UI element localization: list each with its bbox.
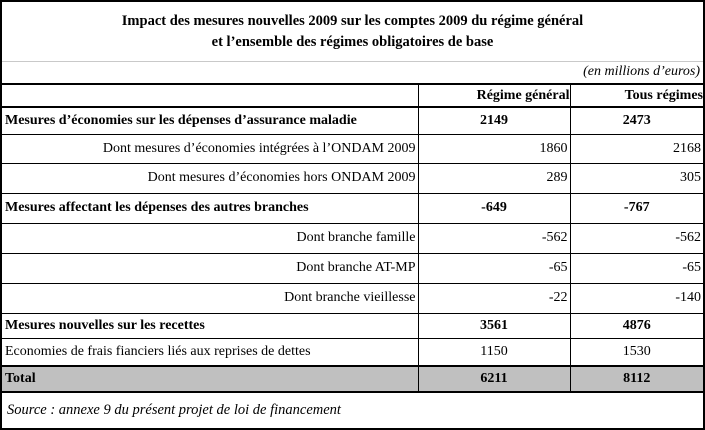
data-table: Régime général Tous régimes Mesures d’éc… bbox=[2, 85, 703, 393]
row-label: Dont branche vieillesse bbox=[2, 283, 418, 314]
value-regime-general: -65 bbox=[417, 253, 570, 284]
value-regime-general: 1150 bbox=[417, 338, 570, 367]
value-tous-regimes: -562 bbox=[569, 223, 703, 254]
row-label: Dont branche famille bbox=[2, 223, 418, 254]
value-regime-general: -649 bbox=[417, 193, 570, 224]
value-tous-regimes: 2473 bbox=[569, 107, 703, 135]
value-tous-regimes: 305 bbox=[569, 163, 703, 194]
row-label: Mesures affectant les dépenses des autre… bbox=[2, 193, 418, 224]
value-regime-general: -22 bbox=[417, 283, 570, 314]
row-label: Economies de frais fianciers liés aux re… bbox=[2, 338, 418, 367]
value-regime-general: 3561 bbox=[417, 313, 570, 339]
value-tous-regimes: -767 bbox=[569, 193, 703, 224]
table-title: Impact des mesures nouvelles 2009 sur le… bbox=[2, 2, 703, 62]
title-line-2: et l’ensemble des régimes obligatoires d… bbox=[211, 34, 494, 50]
table-row: Mesures affectant les dépenses des autre… bbox=[2, 193, 703, 224]
row-label: Mesures nouvelles sur les recettes bbox=[2, 313, 418, 339]
table-row: Dont mesures d’économies hors ONDAM 2009… bbox=[2, 163, 703, 194]
row-label: Dont mesures d’économies hors ONDAM 2009 bbox=[2, 163, 418, 194]
value-tous-regimes: -140 bbox=[569, 283, 703, 314]
table-row: Mesures d’économies sur les dépenses d’a… bbox=[2, 107, 703, 135]
value-regime-general: 2149 bbox=[417, 107, 570, 135]
table-row: Mesures nouvelles sur les recettes 3561 … bbox=[2, 313, 703, 339]
table-row: Dont mesures d’économies intégrées à l’O… bbox=[2, 134, 703, 164]
value-tous-regimes: 4876 bbox=[569, 313, 703, 339]
total-row: Total 6211 8112 bbox=[2, 365, 703, 393]
value-regime-general: 289 bbox=[417, 163, 570, 194]
table-row: Economies de frais fianciers liés aux re… bbox=[2, 338, 703, 367]
row-label: Total bbox=[2, 365, 418, 393]
value-regime-general: -562 bbox=[417, 223, 570, 254]
value-regime-general: 1860 bbox=[417, 134, 570, 164]
header-row: Régime général Tous régimes bbox=[2, 85, 703, 108]
header-regime-general: Régime général bbox=[417, 85, 570, 108]
value-regime-general: 6211 bbox=[417, 365, 570, 393]
table-row: Dont branche vieillesse -22 -140 bbox=[2, 283, 703, 314]
source-note: Source : annexe 9 du présent projet de l… bbox=[7, 402, 341, 418]
table-row: Dont branche AT-MP -65 -65 bbox=[2, 253, 703, 284]
header-empty-cell bbox=[2, 85, 418, 108]
table-row: Dont branche famille -562 -562 bbox=[2, 223, 703, 254]
unit-note: (en millions d’euros) bbox=[2, 62, 703, 85]
title-line-1: Impact des mesures nouvelles 2009 sur le… bbox=[121, 13, 584, 29]
row-label: Dont branche AT-MP bbox=[2, 253, 418, 284]
value-tous-regimes: 1530 bbox=[569, 338, 703, 367]
row-label: Dont mesures d’économies intégrées à l’O… bbox=[2, 134, 418, 164]
value-tous-regimes: 8112 bbox=[569, 365, 703, 393]
value-tous-regimes: 2168 bbox=[569, 134, 703, 164]
header-tous-regimes: Tous régimes bbox=[569, 85, 703, 108]
row-label: Mesures d’économies sur les dépenses d’a… bbox=[2, 107, 418, 135]
value-tous-regimes: -65 bbox=[569, 253, 703, 284]
